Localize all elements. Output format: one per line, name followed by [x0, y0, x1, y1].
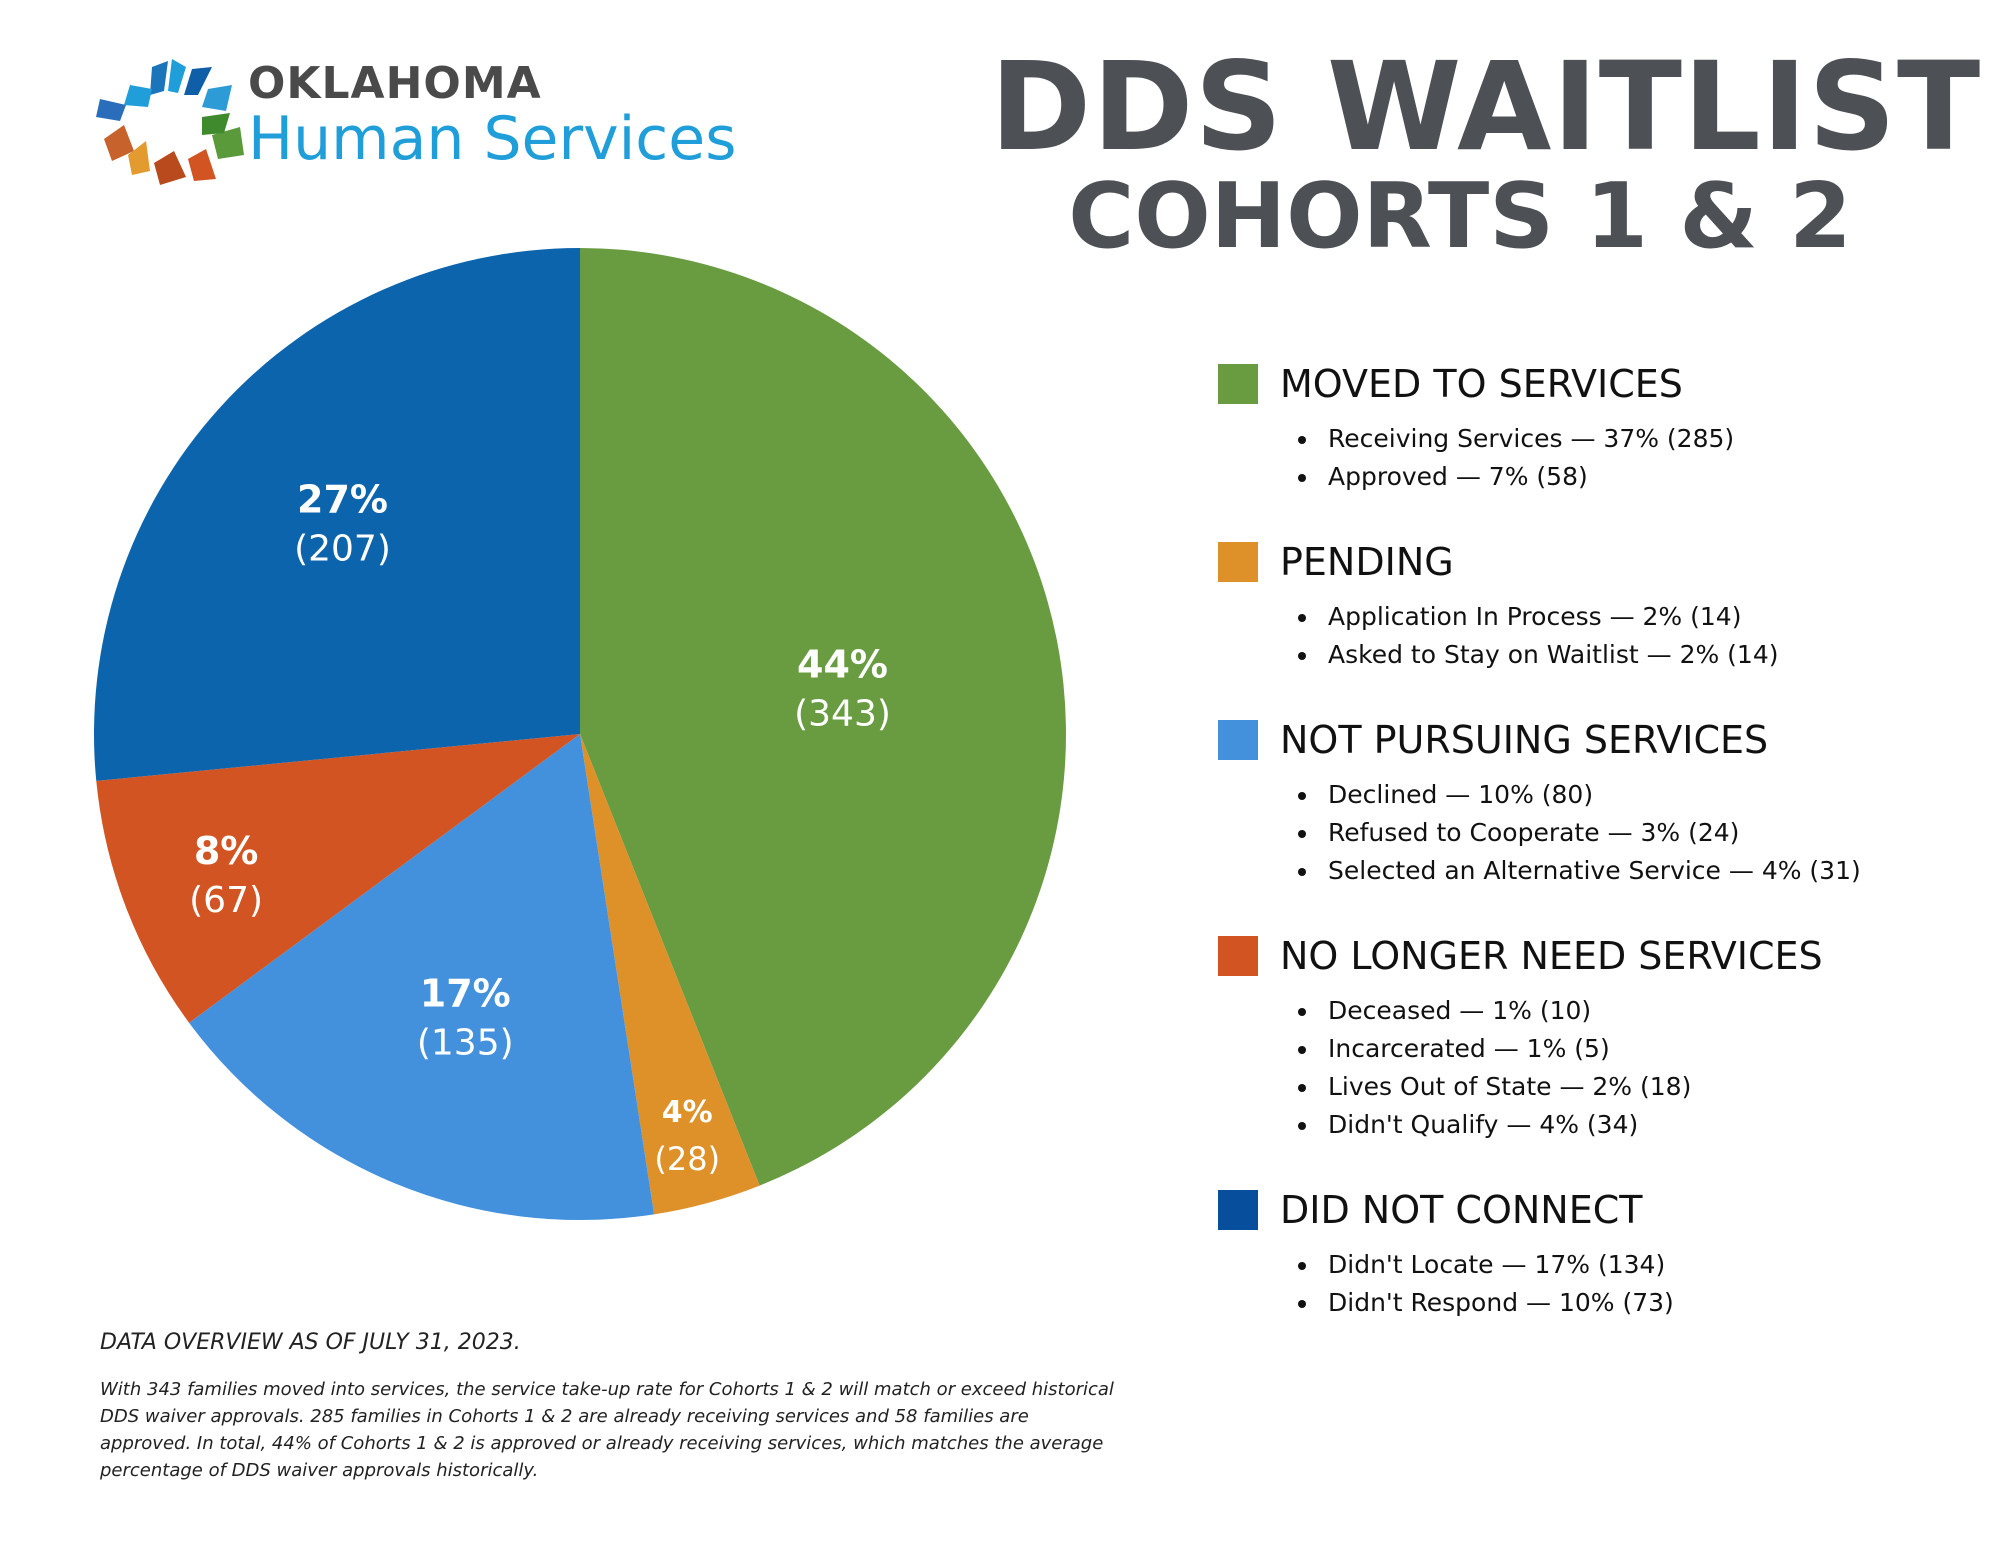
legend-group: PENDING Application In Process — 2% (14) A… [1218, 534, 1988, 674]
page-subtitle: COHORTS 1 & 2 [1068, 164, 1852, 269]
pie-slice [580, 734, 760, 1215]
legend-item: Receiving Services — 37% (285) [1280, 420, 1988, 458]
pie-slice-percent-label: 8% [194, 829, 259, 873]
data-as-of-date: DATA OVERVIEW AS OF JULY 31, 2023. [100, 1330, 521, 1355]
legend-item: Declined — 10% (80) [1280, 776, 1988, 814]
legend-item-list: Declined — 10% (80) Refused to Cooperate … [1280, 776, 1988, 890]
pie-slice-count-label: (207) [294, 528, 391, 569]
legend-item-list: Didn't Locate — 17% (134) Didn't Respond … [1280, 1246, 1988, 1322]
legend-swatch [1218, 720, 1258, 760]
legend-group: NO LONGER NEED SERVICES Deceased — 1% (10… [1218, 928, 1988, 1144]
legend-item: Deceased — 1% (10) [1280, 992, 1988, 1030]
footnote-text: With 343 families moved into services, t… [100, 1379, 1114, 1481]
legend-item-list: Application In Process — 2% (14) Asked to… [1280, 598, 1988, 674]
pie-slice-count-label: (135) [417, 1023, 514, 1064]
legend-item: Didn't Locate — 17% (134) [1280, 1246, 1988, 1284]
legend-swatch [1218, 936, 1258, 976]
pie-slice [94, 248, 580, 781]
legend-item: Didn't Respond — 10% (73) [1280, 1284, 1988, 1322]
legend-item: Asked to Stay on Waitlist — 2% (14) [1280, 636, 1988, 674]
legend-heading: DID NOT CONNECT [1280, 1188, 1643, 1232]
legend-heading: NOT PURSUING SERVICES [1280, 718, 1769, 762]
legend-swatch [1218, 1190, 1258, 1230]
waitlist-pie-chart: 44% (343) 4% (28) 17% (135) 8% (67) 27% (207) [94, 248, 1066, 1220]
organization-line-1: OKLAHOMA [248, 58, 542, 109]
legend-group: NOT PURSUING SERVICES Declined — 10% (80)… [1218, 712, 1988, 890]
legend-item: Application In Process — 2% (14) [1280, 598, 1988, 636]
legend-swatch [1218, 542, 1258, 582]
footnote: DATA OVERVIEW AS OF JULY 31, 2023. With … [100, 1328, 1120, 1484]
pie-slice-percent-label: 17% [420, 972, 511, 1016]
organization-name: OKLAHOMA Human Services [248, 62, 736, 171]
legend-item: Lives Out of State — 2% (18) [1280, 1068, 1988, 1106]
legend-item: Selected an Alternative Service — 4% (31… [1280, 852, 1988, 890]
legend-item: Refused to Cooperate — 3% (24) [1280, 814, 1988, 852]
chart-legend: MOVED TO SERVICES Receiving Services — 37… [1218, 356, 1988, 1360]
pie-slice [189, 734, 655, 1220]
legend-heading: MOVED TO SERVICES [1280, 362, 1683, 406]
legend-item-list: Deceased — 1% (10) Incarcerated — 1% (5) L… [1280, 992, 1988, 1144]
legend-item: Didn't Qualify — 4% (34) [1280, 1106, 1988, 1144]
legend-heading: PENDING [1280, 540, 1454, 584]
legend-item-list: Receiving Services — 37% (285) Approved —… [1280, 420, 1988, 496]
page-title: DDS WAITLIST [990, 36, 1982, 178]
legend-swatch [1218, 364, 1258, 404]
pie-slice [96, 734, 580, 1023]
organization-line-2: Human Services [248, 104, 737, 174]
legend-item: Approved — 7% (58) [1280, 458, 1988, 496]
pie-slice-count-label: (28) [654, 1140, 720, 1178]
pie-slice [580, 248, 1066, 1186]
legend-item: Incarcerated — 1% (5) [1280, 1030, 1988, 1068]
pie-slice-count-label: (343) [794, 694, 891, 735]
pie-slice-percent-label: 4% [662, 1095, 713, 1130]
oklahoma-human-services-logo [96, 59, 244, 185]
pie-slice-count-label: (67) [189, 880, 263, 921]
legend-heading: NO LONGER NEED SERVICES [1280, 934, 1823, 978]
legend-group: DID NOT CONNECT Didn't Locate — 17% (134)… [1218, 1182, 1988, 1322]
legend-group: MOVED TO SERVICES Receiving Services — 37… [1218, 356, 1988, 496]
pie-slice-percent-label: 27% [297, 477, 388, 521]
pie-slice-percent-label: 44% [797, 643, 888, 687]
